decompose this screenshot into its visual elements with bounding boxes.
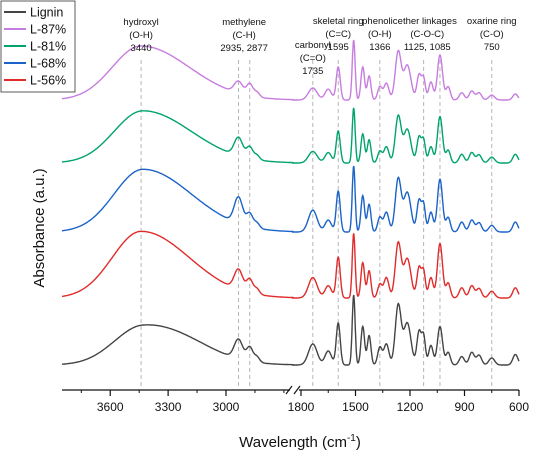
annotation-phenolic: phenolic (O-H) 1366 xyxy=(362,16,398,53)
series-line-l87-low xyxy=(291,39,520,101)
x-tick-label: 900 xyxy=(454,400,474,414)
annotation-ether-linkages: ether linkages (C-O-C) 1125, 1085 xyxy=(398,16,457,53)
annotation-line: phenolic xyxy=(362,16,398,27)
legend-label: L-81% xyxy=(30,40,66,54)
annotation-oxarine-ring: oxarine ring (C-O) 750 xyxy=(467,16,517,53)
legend-label: Lignin xyxy=(30,6,63,20)
legend-item: L-87% xyxy=(4,23,66,37)
legend-item: L-68% xyxy=(4,57,66,71)
axis-break-mark xyxy=(285,385,293,395)
series-line-l81-low xyxy=(291,107,520,164)
annotation-line: hydroxyl xyxy=(123,17,158,28)
annotation-line: oxarine ring xyxy=(467,16,517,27)
annotation-line: carbonyl xyxy=(295,40,331,51)
annotation-skeletal-ring: skeletal ring (C=C) 1595 xyxy=(313,16,364,53)
annotation-line: (O-H) xyxy=(129,30,153,41)
legend-label: L-68% xyxy=(30,57,66,71)
x-axis-title-close: ) xyxy=(356,434,361,451)
series-line-l68-low xyxy=(291,165,520,233)
legend-label: L-56% xyxy=(30,74,66,88)
x-tick-label: 3300 xyxy=(155,400,182,414)
x-tick-label: 1200 xyxy=(397,400,424,414)
series-line-lignin-high xyxy=(62,324,294,366)
series-line-l56-low xyxy=(291,233,520,299)
annotation-line: (C-H) xyxy=(233,30,256,41)
x-tick-label: 3000 xyxy=(213,400,240,414)
annotation-line: 2935, 2877 xyxy=(220,43,268,54)
reference-lines xyxy=(140,60,493,387)
annotation-line: methylene xyxy=(222,17,266,28)
series-line-l87-high xyxy=(61,45,294,101)
annotation-line: (C=C) xyxy=(325,29,351,40)
annotation-methylene: methylene (C-H) 2935, 2877 xyxy=(220,17,268,54)
x-axis-title: Wavelength (cm-1) xyxy=(239,433,361,451)
series-line-l56-high xyxy=(61,230,294,299)
annotation-line: ether linkages xyxy=(398,16,457,27)
annotation-hydroxyl: hydroxyl (O-H) 3440 xyxy=(123,17,158,54)
series-line-l68-high xyxy=(61,168,294,233)
annotation-carbonyl: carbonyl (C=O) 1735 xyxy=(295,40,331,77)
annotation-line: 1735 xyxy=(302,66,323,77)
x-tick-label: 1500 xyxy=(342,400,369,414)
legend-item: Lignin xyxy=(4,6,63,20)
spectra-curves xyxy=(61,39,520,366)
x-axis-title-superscript: -1 xyxy=(347,433,356,444)
annotation-line: (C-O) xyxy=(480,29,504,40)
annotation-line: (C=O) xyxy=(300,53,326,64)
legend-item: L-81% xyxy=(4,40,66,54)
annotation-line: 1366 xyxy=(369,42,390,53)
x-tick-label: 1800 xyxy=(288,400,315,414)
annotation-line: 1125, 1085 xyxy=(404,42,451,53)
legend: Lignin L-87% L-81% L-68% L-56% xyxy=(0,0,76,93)
annotation-line: 1595 xyxy=(328,42,349,53)
legend-item: L-56% xyxy=(4,74,66,88)
axis-break-mark xyxy=(293,385,301,395)
annotation-line: 3440 xyxy=(131,43,152,54)
annotation-line: (C-O-C) xyxy=(410,29,444,40)
legend-label: L-87% xyxy=(30,23,66,37)
x-tick-label: 600 xyxy=(509,400,529,414)
series-line-l81-high xyxy=(61,110,294,164)
annotation-line: 750 xyxy=(484,42,500,53)
series-line-lignin-low xyxy=(291,294,520,366)
annotation-line: (O-H) xyxy=(368,29,392,40)
x-axis: 3600 3300 3000 1800 1500 1200 900 600 xyxy=(62,385,529,414)
x-tick-label: 3600 xyxy=(97,400,124,414)
annotation-line: skeletal ring xyxy=(313,16,364,27)
peak-annotations: hydroxyl (O-H) 3440 methylene (C-H) 2935, 287… xyxy=(123,16,516,77)
y-axis-title: Absorbance (a.u.) xyxy=(31,168,48,287)
